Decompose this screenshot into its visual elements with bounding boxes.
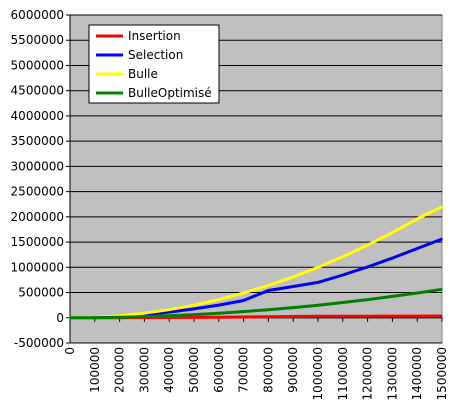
- data-point-bulleoptimisé: [441, 288, 443, 291]
- x-tick-label: 0: [63, 347, 77, 355]
- data-point-insertion: [218, 316, 220, 319]
- y-tick-label: 500000: [18, 286, 64, 300]
- series-line-bulleoptimisé: [69, 287, 443, 320]
- data-point-bulle: [242, 292, 245, 294]
- y-tick-label: 1500000: [11, 235, 64, 249]
- y-tick-label: 4500000: [11, 84, 64, 98]
- data-point-bulle: [292, 276, 295, 278]
- series-lines: [69, 205, 443, 320]
- axes: -500000050000010000001500000200000025000…: [11, 8, 449, 400]
- data-point-insertion: [292, 315, 295, 318]
- x-tick-label: 1000000: [311, 347, 325, 400]
- data-point-bulleoptimisé: [69, 316, 71, 319]
- x-tick-label: 300000: [137, 347, 151, 393]
- data-point-bulle: [193, 304, 195, 306]
- data-point-insertion: [317, 315, 319, 318]
- data-point-bulleoptimisé: [193, 313, 195, 316]
- data-point-insertion: [242, 316, 245, 318]
- x-tick-label: 1300000: [385, 347, 399, 400]
- x-tick-label: 800000: [261, 347, 275, 393]
- data-point-bulle: [342, 255, 344, 258]
- legend-label: Selection: [128, 48, 183, 62]
- data-point-selection: [267, 289, 270, 292]
- data-point-bulle: [391, 231, 394, 234]
- y-tick-label: 6000000: [11, 8, 64, 22]
- data-point-bulle: [317, 266, 319, 269]
- data-point-bulleoptimisé: [317, 304, 319, 306]
- data-point-insertion: [441, 315, 443, 317]
- y-tick-label: 3500000: [11, 134, 64, 148]
- x-tick-label: 900000: [286, 347, 300, 393]
- data-point-bulleoptimisé: [292, 306, 295, 309]
- x-tick-label: 100000: [88, 347, 102, 393]
- x-tick-label: 500000: [187, 347, 201, 393]
- data-point-selection: [342, 274, 344, 276]
- legend-label: Bulle: [128, 67, 158, 81]
- y-tick-label: 5500000: [11, 33, 64, 47]
- data-point-selection: [292, 285, 295, 288]
- data-point-selection: [242, 299, 245, 302]
- x-tick-label: 1100000: [336, 347, 350, 400]
- y-tick-label: 4000000: [11, 109, 64, 123]
- data-point-bulleoptimisé: [242, 310, 245, 313]
- data-point-bulleoptimisé: [218, 312, 220, 315]
- data-point-insertion: [391, 315, 394, 317]
- data-point-bulleoptimisé: [391, 295, 394, 298]
- x-tick-label: 200000: [113, 347, 127, 393]
- data-point-bulleoptimisé: [366, 298, 369, 301]
- data-point-selection: [218, 304, 220, 306]
- data-point-bulleoptimisé: [143, 315, 146, 318]
- data-point-bulle: [218, 298, 220, 301]
- data-point-bulle: [168, 308, 170, 311]
- y-tick-label: 0: [56, 311, 64, 325]
- x-tick-label: 1500000: [435, 347, 449, 400]
- data-point-bulle: [143, 312, 146, 315]
- data-point-selection: [168, 311, 170, 313]
- data-point-selection: [441, 238, 443, 240]
- data-point-selection: [416, 247, 419, 250]
- data-point-selection: [366, 266, 369, 268]
- y-tick-label: 1000000: [11, 260, 64, 274]
- legend-box: [88, 24, 220, 104]
- data-point-bulle: [441, 205, 443, 208]
- x-tick-label: 700000: [237, 347, 251, 393]
- data-point-bulleoptimisé: [168, 314, 170, 317]
- data-point-insertion: [342, 315, 344, 318]
- x-tick-label: 400000: [162, 347, 176, 393]
- data-point-bulleoptimisé: [416, 292, 419, 294]
- data-point-bulleoptimisé: [267, 308, 270, 311]
- legend-label: BulleOptimisé: [128, 86, 212, 100]
- y-tick-label: 5000000: [11, 58, 64, 72]
- legend: Insertion Selection Bulle BulleOptimisé: [88, 24, 220, 104]
- x-tick-label: 600000: [212, 347, 226, 393]
- data-point-insertion: [366, 315, 369, 317]
- data-point-bulle: [267, 284, 270, 287]
- data-point-bulleoptimisé: [94, 316, 96, 319]
- series-line-bulle: [69, 205, 443, 320]
- y-tick-label: -500000: [14, 336, 64, 350]
- legend-label: Insertion: [128, 29, 181, 43]
- data-point-selection: [193, 308, 195, 310]
- y-tick-label: 2500000: [11, 185, 64, 199]
- x-tick-label: 1200000: [361, 347, 375, 400]
- data-point-bulleoptimisé: [118, 316, 121, 319]
- x-tick-label: 1400000: [410, 347, 424, 400]
- data-point-bulle: [416, 218, 419, 220]
- data-point-bulle: [366, 244, 369, 246]
- data-point-selection: [317, 281, 319, 284]
- y-tick-label: 3000000: [11, 159, 64, 173]
- data-point-selection: [391, 257, 394, 259]
- y-tick-label: 2000000: [11, 210, 64, 224]
- data-point-insertion: [267, 316, 270, 318]
- data-point-insertion: [416, 315, 419, 317]
- data-point-insertion: [193, 316, 195, 319]
- data-point-bulleoptimisé: [342, 301, 344, 304]
